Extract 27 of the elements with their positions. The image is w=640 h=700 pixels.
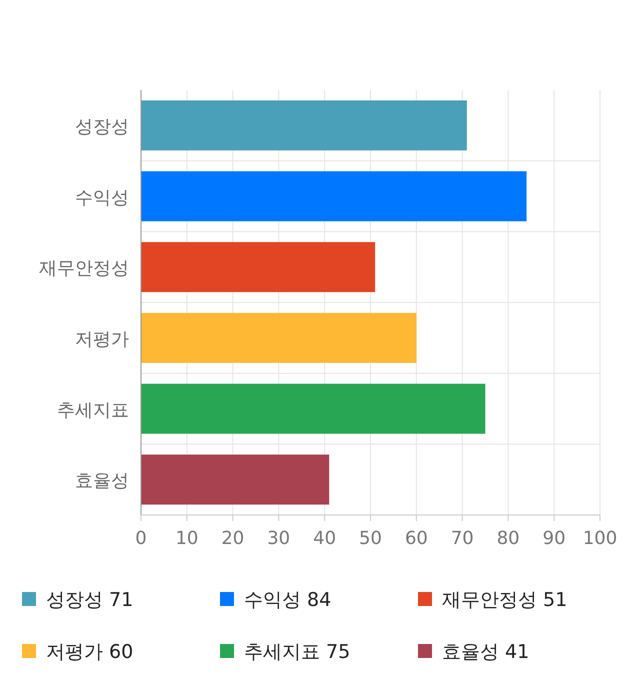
y-tick-label: 수익성 — [75, 187, 129, 208]
x-tick-label: 100 — [582, 528, 618, 549]
x-tick-label: 70 — [450, 528, 474, 549]
x-tick-label: 30 — [267, 528, 290, 549]
text: 75 — [326, 641, 350, 663]
text: 60 — [109, 641, 134, 663]
x-tick-label: 60 — [404, 528, 428, 549]
text: 71 — [109, 589, 134, 611]
y-tick-label: 효율성 — [75, 470, 129, 492]
legend-label: 추세지표 — [244, 641, 320, 663]
legend-label: 수익성 — [244, 589, 301, 611]
legend-label: 효율성 — [442, 641, 499, 663]
text: 84 — [307, 589, 332, 611]
text: 51 — [543, 589, 568, 611]
y-tick-label: 성장성 — [75, 116, 129, 138]
y-tick-label: 저평가 — [75, 328, 129, 350]
x-tick-label: 40 — [313, 528, 336, 549]
x-tick-label: 90 — [542, 528, 566, 549]
x-tick-label: 0 — [135, 528, 147, 549]
text: 41 — [505, 641, 530, 663]
y-tick-label: 재무안정성 — [39, 258, 129, 280]
x-tick-label: 20 — [221, 528, 244, 549]
legend-label: 재무안정성 — [442, 589, 537, 611]
x-tick-label: 10 — [175, 528, 198, 549]
x-tick-label: 50 — [359, 528, 382, 549]
x-tick-label: 80 — [496, 528, 520, 549]
y-tick-label: 추세지표 — [57, 400, 129, 421]
